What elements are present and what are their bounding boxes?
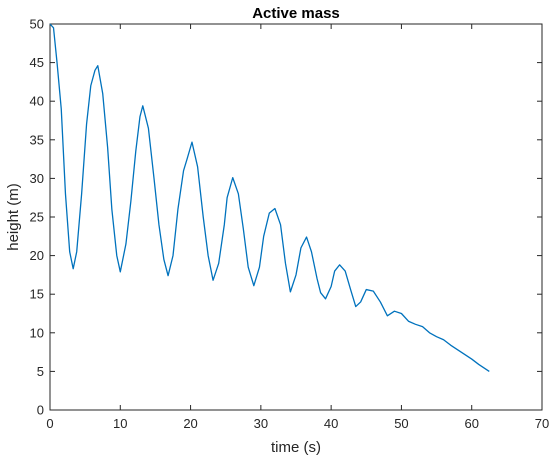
x-tick-label: 40 (324, 416, 338, 431)
x-tick-label: 50 (394, 416, 408, 431)
x-tick-label: 30 (254, 416, 268, 431)
series-layer (49, 23, 490, 372)
y-tick-label: 10 (30, 325, 44, 340)
y-tick-label: 5 (37, 364, 44, 379)
y-axis: 0 5 10 15 20 25 30 35 40 45 50 (30, 17, 542, 418)
y-tick-label: 35 (30, 132, 44, 147)
chart-title: Active mass (252, 5, 340, 22)
x-tick-label: 20 (183, 416, 197, 431)
y-tick-label: 30 (30, 171, 44, 186)
x-tick-label: 10 (113, 416, 127, 431)
y-tick-label: 20 (30, 248, 44, 263)
x-tick-label: 60 (464, 416, 478, 431)
x-tick-label: 0 (46, 416, 53, 431)
y-tick-label: 0 (37, 403, 44, 418)
x-axis-label: time (s) (271, 439, 321, 456)
y-tick-label: 50 (30, 17, 44, 32)
x-axis: 0 10 20 30 40 50 60 70 (46, 24, 549, 431)
y-axis-label: height (m) (5, 183, 22, 251)
plot-area (49, 23, 543, 411)
y-tick-label: 15 (30, 287, 44, 302)
y-tick-label: 40 (30, 94, 44, 109)
series-line-0 (49, 23, 490, 372)
y-tick-label: 45 (30, 55, 44, 70)
y-tick-label: 25 (30, 210, 44, 225)
x-tick-label: 70 (535, 416, 549, 431)
